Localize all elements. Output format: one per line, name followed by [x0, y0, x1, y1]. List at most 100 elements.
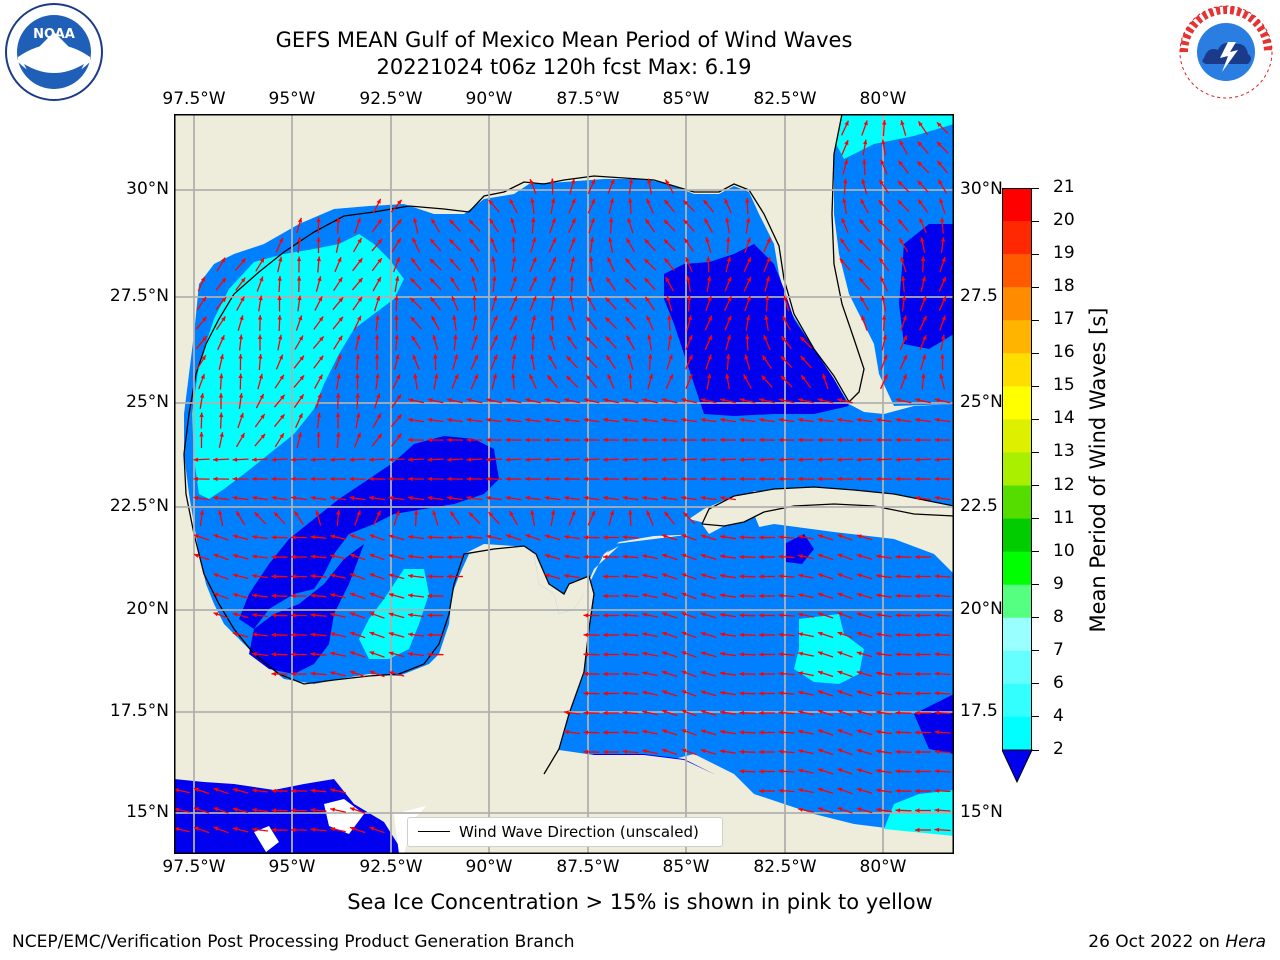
colorbar-segment — [1002, 386, 1032, 420]
wind-wave-arrow — [841, 120, 849, 136]
wind-wave-arrow — [915, 632, 931, 638]
wind-wave-arrow — [372, 413, 382, 428]
wind-wave-arrow — [705, 354, 712, 370]
wind-wave-arrow — [213, 787, 229, 795]
wind-wave-arrow — [569, 178, 575, 195]
wind-wave-arrow — [330, 573, 346, 579]
wind-wave-arrow — [330, 807, 346, 813]
wind-wave-arrow — [275, 354, 284, 370]
wind-wave-arrow — [876, 690, 892, 696]
wind-wave-arrow — [622, 749, 639, 754]
wind-wave-arrow — [624, 277, 637, 291]
wind-wave-arrow — [661, 670, 678, 678]
wind-wave-arrow — [511, 236, 516, 254]
wind-wave-arrow — [388, 612, 405, 619]
wind-wave-arrow — [934, 808, 951, 813]
wind-wave-arrow — [589, 256, 594, 273]
wind-wave-arrow — [583, 613, 600, 618]
wind-wave-arrow — [817, 670, 834, 678]
wind-wave-arrow — [897, 180, 910, 193]
wind-wave-arrow — [915, 808, 931, 813]
wind-wave-arrow — [369, 553, 385, 561]
wind-wave-arrow — [881, 295, 887, 312]
wind-wave-arrow — [583, 495, 600, 501]
wind-wave-arrow — [271, 593, 288, 599]
central-gulf-darkblue — [239, 436, 499, 629]
wind-wave-arrow — [700, 749, 717, 755]
wind-wave-arrow — [252, 827, 268, 832]
wind-wave-arrow — [213, 553, 229, 561]
colorbar-tick-mark — [1032, 551, 1039, 553]
wind-wave-arrow — [215, 277, 227, 291]
wind-wave-arrow — [472, 295, 477, 312]
wind-wave-arrow — [626, 335, 635, 350]
wind-wave-arrow — [583, 476, 600, 482]
wind-wave-arrow — [759, 574, 775, 579]
wind-wave-arrow — [761, 355, 773, 369]
wind-wave-arrow — [583, 691, 600, 696]
wind-wave-arrow — [491, 256, 496, 273]
wind-wave-arrow — [900, 315, 907, 331]
wind-wave-arrow — [412, 237, 420, 253]
wind-wave-arrow — [391, 237, 402, 253]
wind-wave-arrow — [682, 199, 696, 213]
wind-wave-arrow — [644, 296, 656, 311]
wind-wave-arrow — [875, 457, 893, 462]
wind-wave-arrow — [257, 314, 263, 332]
colorbar-segment — [1002, 716, 1032, 751]
wind-wave-arrow — [251, 476, 269, 482]
wind-wave-arrow — [936, 160, 949, 174]
wind-wave-arrow — [529, 256, 537, 273]
wind-wave-arrow — [666, 354, 673, 370]
wind-wave-arrow — [215, 296, 227, 311]
wind-wave-arrow — [485, 476, 503, 482]
wind-wave-arrow — [700, 457, 717, 462]
wind-wave-arrow — [566, 335, 578, 350]
wind-wave-arrow — [193, 807, 210, 814]
wind-wave-arrow — [408, 632, 424, 637]
wind-wave-arrow — [373, 393, 381, 409]
wind-wave-arrow — [368, 476, 386, 482]
wind-wave-arrow — [544, 476, 561, 482]
wind-wave-arrow — [798, 534, 814, 540]
wind-wave-arrow — [758, 457, 776, 462]
wind-wave-arrow — [881, 314, 887, 332]
wind-wave-arrow — [666, 295, 673, 312]
wind-wave-arrow — [817, 612, 834, 619]
wind-wave-arrow — [583, 652, 600, 657]
wind-wave-arrow — [258, 353, 263, 371]
wind-wave-arrow — [798, 612, 814, 618]
wind-wave-arrow — [778, 769, 795, 774]
wind-wave-arrow — [647, 373, 653, 390]
wind-wave-arrow — [433, 353, 438, 371]
wind-wave-arrow — [372, 276, 382, 292]
wind-wave-arrow — [388, 651, 405, 658]
wind-wave-arrow — [817, 651, 834, 658]
wind-wave-arrow — [622, 691, 639, 696]
wind-wave-arrow — [817, 631, 834, 639]
wind-wave-arrow — [686, 275, 692, 293]
wind-wave-arrow — [427, 554, 444, 560]
wind-wave-arrow — [858, 238, 871, 252]
wind-wave-arrow — [897, 218, 910, 233]
wind-wave-arrow — [271, 652, 288, 657]
wind-wave-arrow — [252, 593, 268, 598]
wind-wave-arrow — [706, 275, 712, 293]
wind-wave-arrow — [466, 476, 483, 482]
wind-wave-arrow — [939, 256, 946, 273]
wind-wave-arrow — [720, 710, 736, 715]
wind-wave-arrow — [583, 457, 600, 462]
wind-wave-arrow — [681, 748, 697, 756]
wind-wave-arrow — [607, 178, 615, 195]
wind-wave-arrow — [661, 495, 678, 501]
wind-wave-arrow — [895, 671, 912, 676]
wind-wave-arrow — [915, 671, 931, 677]
wind-wave-arrow — [252, 788, 268, 793]
wind-wave-arrow — [329, 476, 347, 482]
wind-wave-arrow — [391, 394, 402, 408]
wind-wave-arrow — [817, 729, 834, 736]
wind-wave-arrow — [686, 315, 692, 331]
wind-wave-arrow — [720, 671, 736, 676]
wind-wave-arrow — [876, 710, 892, 715]
wind-wave-arrow — [700, 417, 717, 423]
